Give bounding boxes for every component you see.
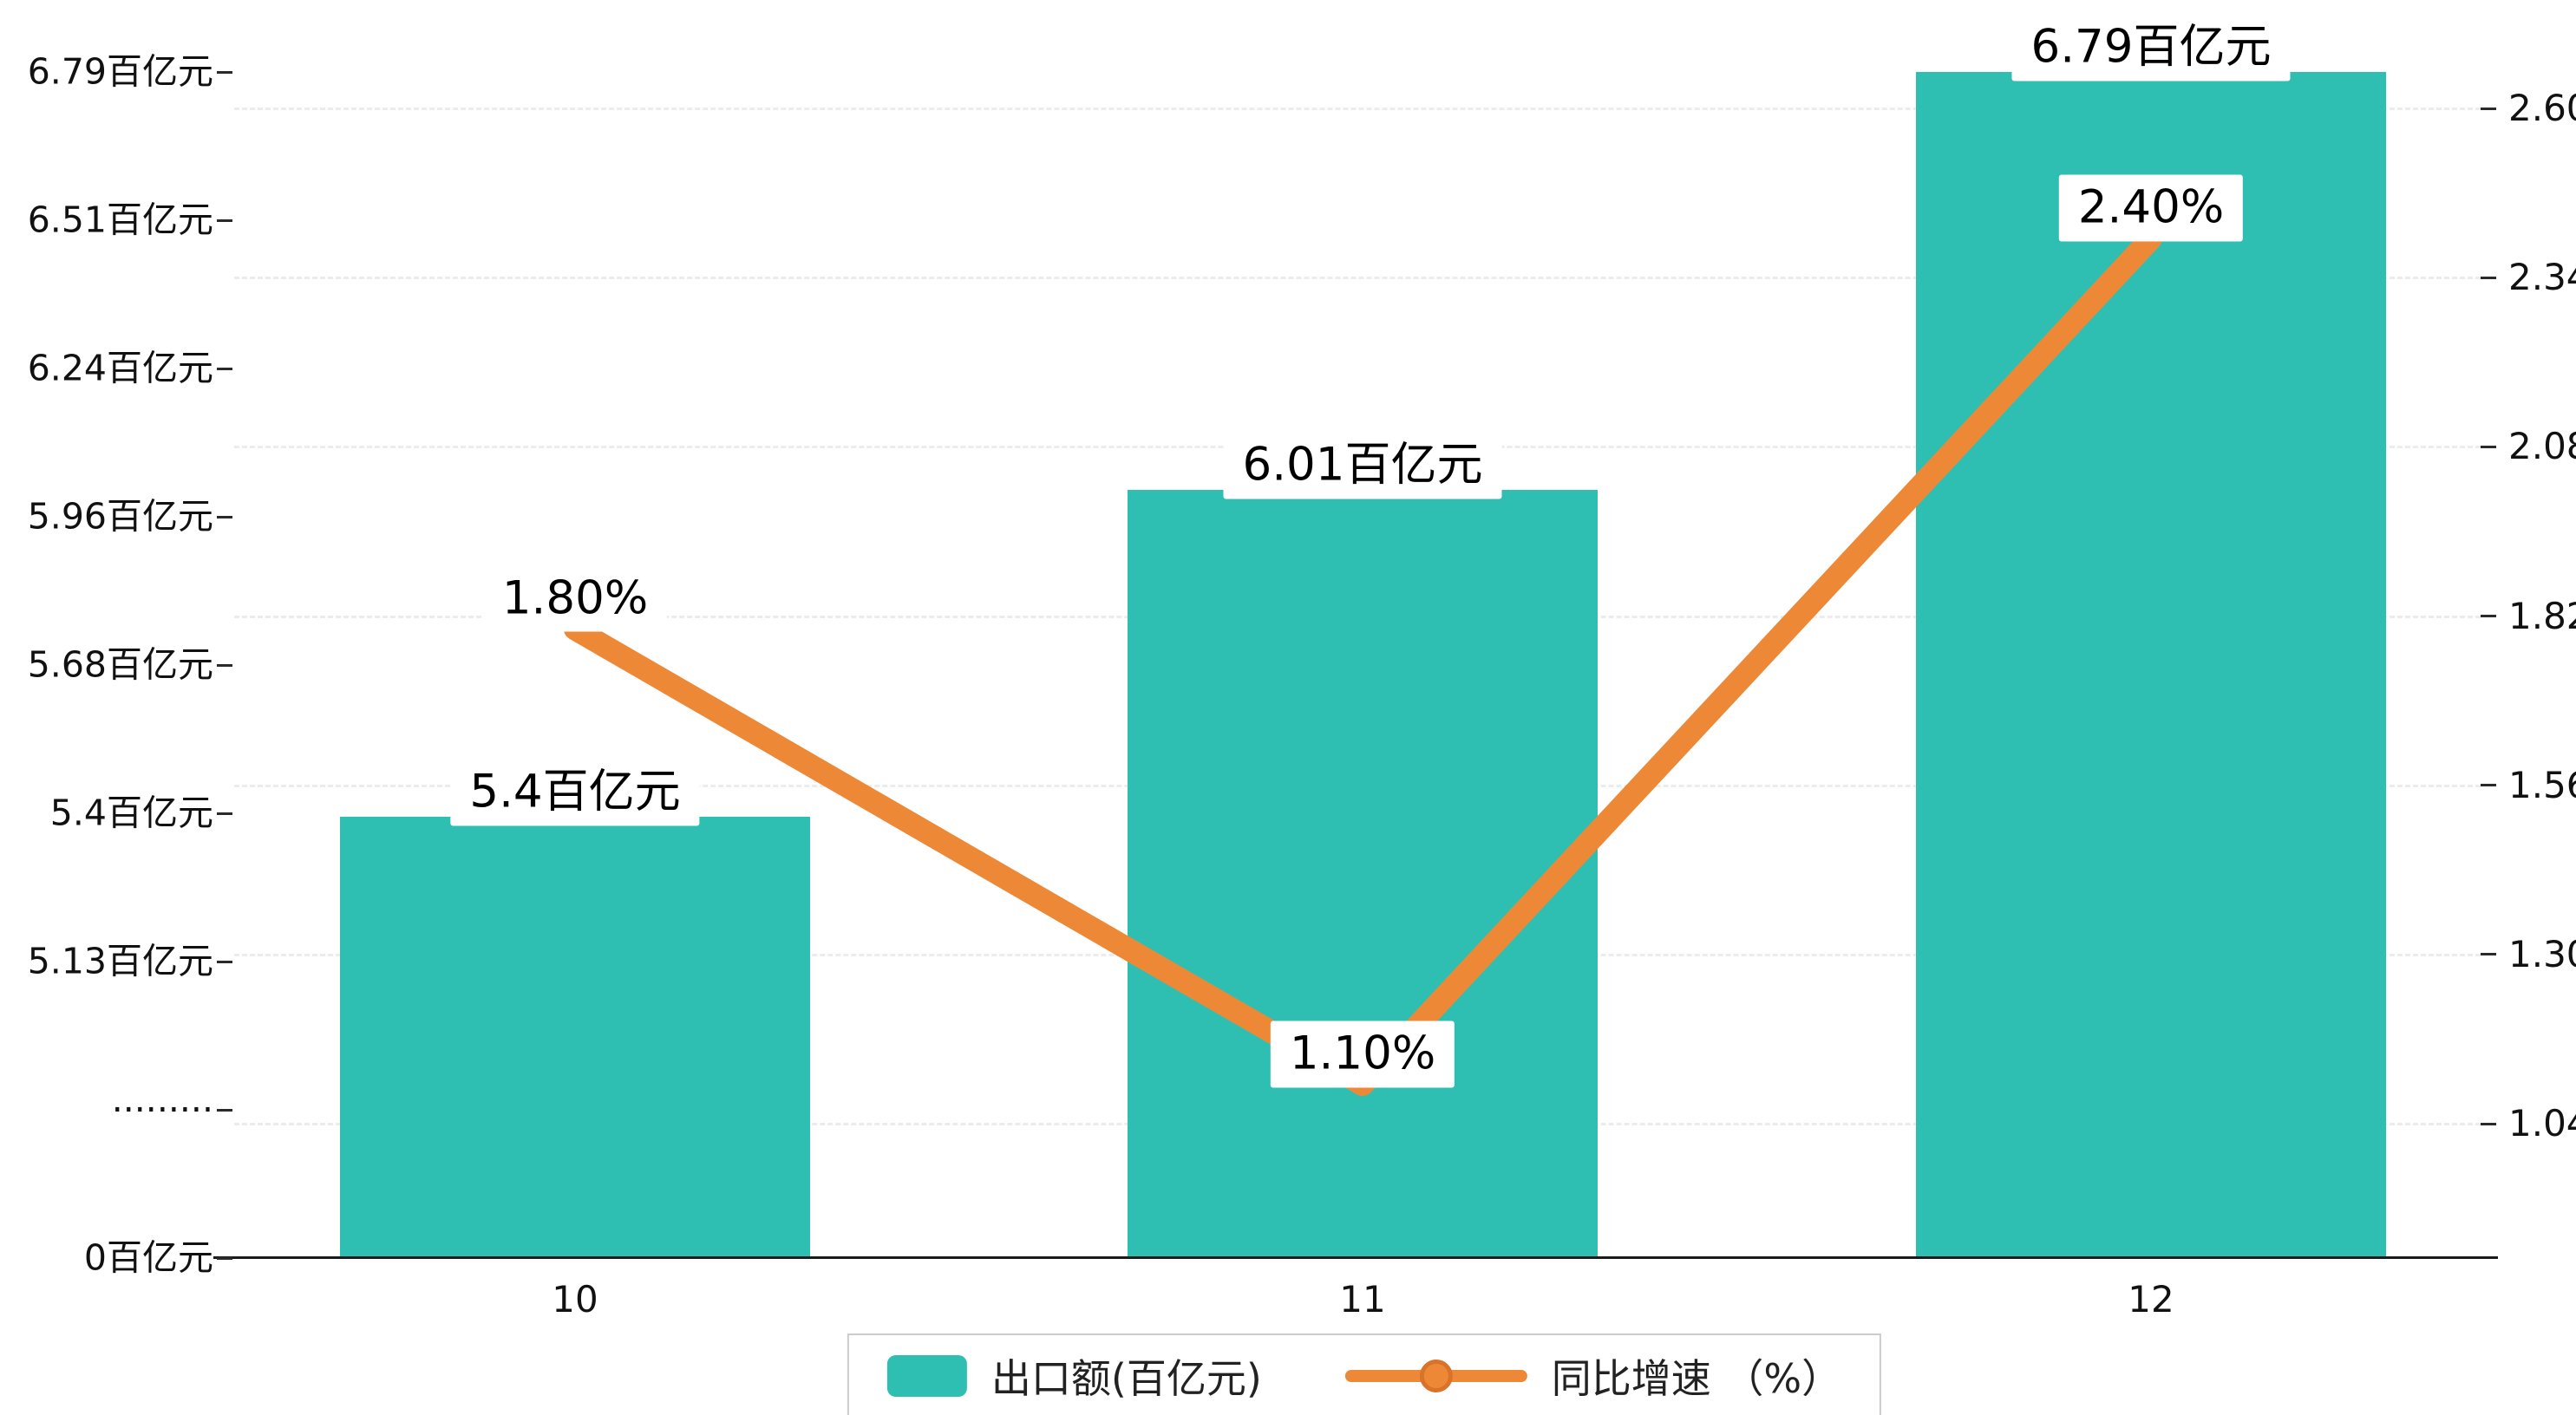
left-axis-tick-label: 6.79百亿元 [27,50,213,93]
gridline [234,277,2481,280]
right-axis-tick-label: 2.60 [2508,87,2576,129]
legend-label-growth: 同比增速 （%） [1551,1355,1842,1402]
bar-value-label: 6.01百亿元 [1223,432,1502,499]
right-axis-tick [2481,953,2496,956]
x-axis-label: 12 [2128,1278,2174,1320]
right-axis-tick-label: 2.08 [2508,425,2576,468]
right-axis-tick-label: 1.30 [2508,932,2576,975]
left-axis-tick-label: 5.68百亿元 [27,643,213,686]
left-axis-tick-label: 0百亿元 [83,1236,213,1279]
right-axis-tick [2481,276,2496,279]
bar-series-swatch-icon [886,1355,967,1397]
left-axis-tick [217,663,232,667]
x-axis-label: 10 [552,1278,598,1320]
left-axis-tick-label: 5.13百亿元 [27,940,213,982]
right-axis-tick [2481,615,2496,617]
bar-month-11[interactable] [1128,490,1598,1258]
left-axis-tick [217,70,232,74]
legend-item-export[interactable]: 出口额(百亿元) [886,1347,1262,1405]
line-point-label: 2.40% [2058,174,2244,242]
right-axis-tick [2481,107,2496,110]
left-axis-tick [217,812,232,815]
right-axis-tick-label: 1.04 [2508,1102,2576,1145]
legend: 出口额(百亿元) 同比增速 （%） [847,1333,1882,1415]
right-axis-tick [2481,445,2496,448]
right-axis-tick-label: 1.82 [2508,594,2576,637]
right-axis-tick [2481,1122,2496,1125]
line-point-label: 1.10% [1270,1020,1455,1088]
left-axis-tick [217,1108,232,1112]
left-axis-tick-label: 6.51百亿元 [27,199,213,241]
left-axis-tick [217,960,232,963]
left-axis-tick-label: 5.96百亿元 [27,495,213,538]
right-axis-tick-label: 1.56 [2508,763,2576,806]
right-axis-tick-label: 2.34 [2508,256,2576,299]
bar-value-label: 5.4百亿元 [450,759,700,826]
bar-month-12[interactable] [1916,72,2386,1258]
legend-label-export: 出口额(百亿元) [991,1355,1262,1402]
left-axis-tick [217,218,232,222]
left-axis-tick [217,1256,232,1260]
line-series-marker-icon [1344,1355,1527,1397]
right-axis-tick [2481,784,2496,787]
line-point-label: 1.80% [482,565,668,632]
bar-month-10[interactable] [340,817,810,1258]
gridline [234,108,2481,110]
line-marker-dot-icon [1419,1360,1453,1392]
x-axis-line [213,1256,2498,1259]
left-axis-tick-label: ········· [111,1088,213,1131]
left-axis-tick-label: 6.24百亿元 [27,347,213,389]
left-axis-tick [217,515,232,518]
x-axis-label: 11 [1339,1278,1386,1320]
left-axis-tick [217,367,232,370]
left-axis-tick-label: 5.4百亿元 [49,792,213,834]
bar-value-label: 6.79百亿元 [2011,14,2291,82]
growth-line[interactable] [564,227,2162,1096]
legend-item-growth[interactable]: 同比增速 （%） [1344,1347,1842,1405]
